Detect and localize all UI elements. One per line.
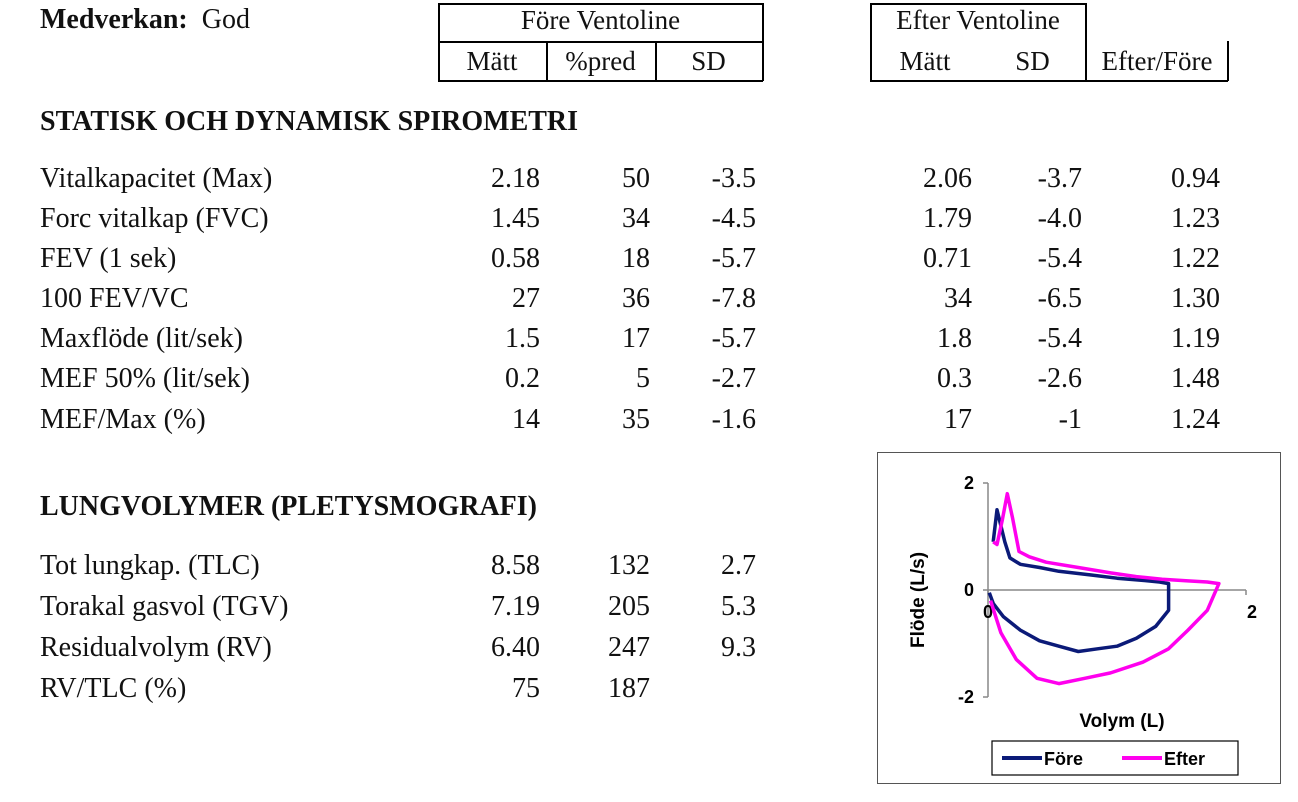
fore-sd-value: -2.7 [711, 363, 756, 394]
efter-matt-value: 0.71 [923, 243, 972, 274]
ratio-value: 1.22 [1171, 243, 1220, 274]
efter-col-sd: SD [1015, 46, 1050, 76]
efter-matt-value: 1.79 [923, 203, 972, 234]
fore-pred-value: 187 [608, 673, 650, 704]
fore-sd-value: -3.5 [711, 163, 756, 194]
fore-matt-value: 27 [512, 283, 540, 314]
ratio-value: 1.23 [1171, 203, 1220, 234]
fore-matt-value: 0.2 [505, 363, 540, 394]
efter-sd-value: -5.4 [1037, 243, 1082, 274]
fore-matt-value: 8.58 [491, 550, 540, 581]
row-label: Tot lungkap. (TLC) [40, 550, 260, 581]
fore-title: Före Ventoline [520, 5, 681, 35]
legend-label: Efter [1164, 749, 1205, 769]
ratio-value: 1.48 [1171, 363, 1220, 394]
fore-matt-value: 1.45 [491, 203, 540, 234]
fore-pred-value: 50 [622, 163, 650, 194]
efter-matt-value: 17 [944, 404, 972, 435]
flow-volume-svg: 2 0 -2 0 2 Volym (L) Flöde (L/s) Före Efter [908, 473, 1257, 776]
fore-sd-value: -1.6 [711, 404, 756, 435]
x-tick-label: 2 [1247, 602, 1257, 622]
y-axis-label: Flöde (L/s) [908, 552, 929, 648]
medverkan-value: God [201, 4, 250, 35]
efter-matt-value: 34 [944, 283, 972, 314]
fore-pred-value: 18 [622, 243, 650, 274]
flow-volume-chart: 2 0 -2 0 2 Volym (L) Flöde (L/s) Före Efter [877, 452, 1281, 784]
fore-matt-value: 6.40 [491, 632, 540, 663]
efter-col-matt: Mätt [899, 46, 951, 76]
efter-col-ratio: Efter/Före [1101, 46, 1213, 76]
fore-pred-value: 205 [608, 591, 650, 622]
fore-matt-value: 14 [512, 404, 540, 435]
fore-matt-value: 7.19 [491, 591, 540, 622]
fore-matt-value: 0.58 [491, 243, 540, 274]
fore-pred-value: 36 [622, 283, 650, 314]
row-label: FEV (1 sek) [40, 243, 177, 274]
y-tick-label: 2 [964, 473, 974, 493]
row-label: Forc vitalkap (FVC) [40, 203, 269, 234]
fore-matt-value: 2.18 [491, 163, 540, 194]
ratio-value: 1.19 [1171, 323, 1220, 354]
efter-sd-value: -1 [1058, 404, 1082, 435]
efter-matt-value: 2.06 [923, 163, 972, 194]
efter-matt-value: 0.3 [937, 363, 972, 394]
fore-matt-value: 75 [512, 673, 540, 704]
y-tick-label: 0 [964, 580, 974, 600]
medverkan-label: Medverkan: [40, 4, 188, 35]
spirometri-title: STATISK OCH DYNAMISK SPIROMETRI [40, 106, 579, 137]
medverkan: Medverkan: God [40, 4, 250, 36]
fore-sd-value: 2.7 [721, 550, 756, 581]
fore-pred-value: 35 [622, 404, 650, 435]
fore-pred-value: 5 [636, 363, 650, 394]
fore-sd-value: -5.7 [711, 243, 756, 274]
efter-sd-value: -3.7 [1037, 163, 1082, 194]
fore-col-matt: Mätt [466, 46, 518, 76]
ratio-value: 0.94 [1171, 163, 1220, 194]
lungvolymer-title: LUNGVOLYMER (PLETYSMOGRAFI) [40, 491, 537, 522]
fore-matt-value: 1.5 [505, 323, 540, 354]
fore-col-sd: SD [691, 46, 726, 76]
row-label: Maxflöde (lit/sek) [40, 323, 243, 354]
efter-matt-value: 1.8 [937, 323, 972, 354]
fore-pred-value: 132 [608, 550, 650, 581]
x-axis-label: Volym (L) [1079, 711, 1164, 732]
row-label: 100 FEV/VC [40, 283, 189, 314]
fore-sd-value: 9.3 [721, 632, 756, 663]
ratio-value: 1.24 [1171, 404, 1220, 435]
y-tick-label: -2 [958, 687, 974, 707]
row-label: RV/TLC (%) [40, 673, 187, 704]
row-label: Residualvolym (RV) [40, 632, 272, 663]
series-line-före [987, 508, 1171, 654]
fore-pred-value: 247 [608, 632, 650, 663]
fore-sd-value: 5.3 [721, 591, 756, 622]
efter-title: Efter Ventoline [896, 5, 1060, 35]
efter-sd-value: -2.6 [1037, 363, 1082, 394]
fore-sd-value: -7.8 [711, 283, 756, 314]
row-label: MEF 50% (lit/sek) [40, 363, 250, 394]
series-line-efter [988, 491, 1221, 686]
efter-sd-value: -5.4 [1037, 323, 1082, 354]
legend-label: Före [1044, 749, 1083, 769]
fore-sd-value: -5.7 [711, 323, 756, 354]
efter-sd-value: -4.0 [1037, 203, 1082, 234]
row-label: MEF/Max (%) [40, 404, 206, 435]
efter-sd-value: -6.5 [1037, 283, 1082, 314]
row-label: Vitalkapacitet (Max) [40, 163, 273, 194]
fore-pred-value: 34 [622, 203, 650, 234]
x-tick-label: 0 [983, 602, 993, 622]
fore-col-pred: %pred [565, 46, 636, 76]
fore-pred-value: 17 [622, 323, 650, 354]
row-label: Torakal gasvol (TGV) [40, 591, 289, 622]
ratio-value: 1.30 [1171, 283, 1220, 314]
fore-sd-value: -4.5 [711, 203, 756, 234]
